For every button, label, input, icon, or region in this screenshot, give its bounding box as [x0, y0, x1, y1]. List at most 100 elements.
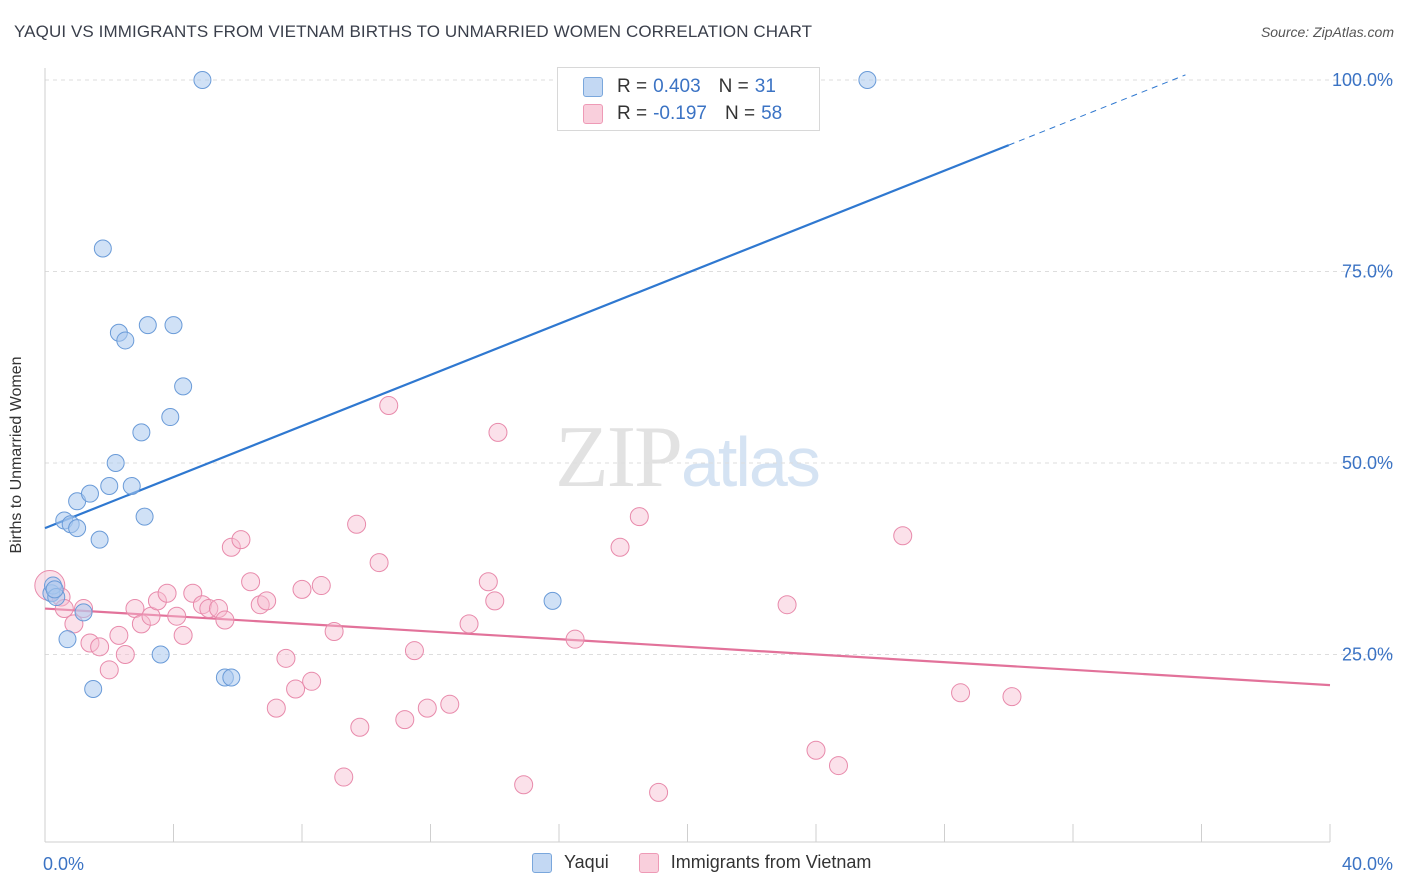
data-point-yaqui [84, 679, 103, 698]
data-point-yaqui [100, 476, 119, 495]
data-point-yaqui [122, 476, 141, 495]
data-point-vietnam [404, 641, 424, 661]
data-point-yaqui [74, 603, 93, 622]
data-point-vietnam [167, 606, 187, 626]
legend-r-label: R = [617, 76, 648, 97]
legend-n-value: 58 [761, 103, 783, 124]
data-point-yaqui [116, 331, 135, 350]
data-point-vietnam [369, 553, 389, 573]
data-point-vietnam [649, 782, 669, 802]
legend-r-value: 0.403 [653, 76, 701, 97]
legend-label-yaqui: Yaqui [564, 852, 609, 872]
data-point-vietnam [440, 694, 460, 714]
data-points [34, 71, 1022, 802]
series-legend: Yaqui Immigrants from Vietnam [532, 852, 901, 873]
data-point-vietnam [90, 637, 110, 657]
data-point-vietnam [99, 660, 119, 680]
data-point-yaqui [174, 377, 193, 396]
data-point-vietnam [514, 775, 534, 795]
x-tick-label: 0.0% [43, 854, 84, 874]
data-point-vietnam [395, 710, 415, 730]
data-point-vietnam [302, 671, 322, 691]
correlation-legend: R = 0.403 N = 31 R = -0.197 N = 58 [557, 67, 820, 131]
data-point-vietnam [417, 698, 437, 718]
axes [44, 68, 1331, 843]
data-point-vietnam [311, 576, 331, 596]
data-point-vietnam [565, 629, 585, 649]
data-point-vietnam [488, 422, 508, 442]
data-point-vietnam [379, 396, 399, 416]
legend-n-label: N = [718, 76, 749, 97]
y-axis-label: Births to Unmarried Women [8, 356, 25, 554]
data-point-yaqui [193, 71, 212, 89]
data-point-vietnam [324, 622, 344, 642]
y-tick-label: 100.0% [1332, 70, 1393, 90]
source-label: Source: ZipAtlas.com [1260, 24, 1394, 40]
data-point-yaqui [135, 507, 154, 526]
data-point-vietnam [459, 614, 479, 634]
data-point-vietnam [292, 579, 312, 599]
data-point-vietnam [629, 507, 649, 527]
watermark: ZIPatlas [555, 405, 821, 508]
data-point-vietnam [215, 610, 235, 630]
data-point-vietnam [80, 633, 100, 653]
trend-lines [44, 74, 1331, 687]
legend-r-value: -0.197 [653, 103, 707, 124]
grid-lines [45, 79, 1393, 655]
data-point-vietnam [777, 595, 797, 615]
data-point-vietnam [893, 526, 913, 546]
data-point-vietnam [276, 648, 296, 668]
data-point-vietnam [350, 717, 370, 737]
data-point-yaqui [45, 580, 64, 599]
data-point-vietnam [1002, 687, 1022, 707]
data-point-vietnam [109, 625, 129, 645]
data-point-vietnam [131, 614, 151, 634]
data-point-vietnam [173, 625, 193, 645]
y-tick-label: 25.0% [1342, 645, 1393, 665]
data-point-vietnam [286, 679, 306, 699]
y-tick-label: 50.0% [1342, 453, 1393, 473]
legend-item-vietnam: Immigrants from Vietnam [638, 852, 872, 873]
data-point-vietnam [478, 572, 498, 592]
data-point-yaqui [106, 454, 125, 472]
data-point-vietnam [347, 514, 367, 534]
legend-n-value: 31 [754, 76, 776, 97]
data-point-yaqui [543, 591, 562, 610]
data-point-vietnam [208, 599, 228, 619]
data-point-vietnam [157, 583, 177, 603]
data-point-vietnam [485, 591, 505, 611]
legend-row-yaqui: R = 0.403 N = 31 [583, 76, 776, 98]
data-point-yaqui [164, 316, 183, 335]
data-point-vietnam [334, 767, 354, 787]
data-point-yaqui [93, 239, 112, 258]
data-point-yaqui [858, 71, 877, 89]
data-point-yaqui [58, 630, 77, 649]
watermark-atlas: atlas [681, 423, 821, 501]
watermark-zip: ZIP [555, 409, 683, 506]
x-tick-label: 40.0% [1342, 854, 1393, 874]
data-point-yaqui [138, 316, 157, 335]
data-point-vietnam [257, 591, 277, 611]
trend-line-vietnam [44, 607, 1331, 687]
data-point-vietnam [610, 537, 630, 557]
data-point-yaqui [151, 645, 170, 664]
chart-title: YAQUI VS IMMIGRANTS FROM VIETNAM BIRTHS … [14, 22, 813, 41]
legend-swatch-blue [583, 77, 603, 97]
legend-swatch-pink [583, 104, 603, 124]
data-point-yaqui [80, 484, 99, 503]
data-point-vietnam [266, 698, 286, 718]
data-point-yaqui [68, 519, 87, 538]
trend-line-yaqui [44, 144, 1010, 530]
legend-label-vietnam: Immigrants from Vietnam [670, 852, 872, 872]
data-point-vietnam [199, 599, 219, 619]
data-point-yaqui [161, 408, 180, 427]
data-point-vietnam [951, 683, 971, 703]
y-tick-label: 75.0% [1342, 262, 1393, 282]
tick-labels: 25.0% 50.0% 75.0% 100.0% 0.0% 40.0% [43, 70, 1393, 874]
legend-swatch-pink [638, 852, 659, 873]
legend-swatch-blue [532, 852, 552, 873]
legend-item-yaqui: Yaqui [532, 852, 609, 873]
data-point-yaqui [132, 423, 151, 442]
legend-r-label: R = [617, 103, 648, 124]
